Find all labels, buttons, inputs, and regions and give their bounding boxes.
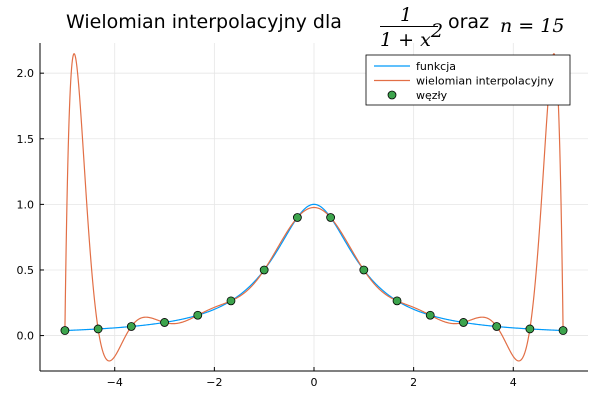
node-point [126,322,136,331]
node-point [492,322,502,331]
plot-series [60,52,568,362]
node-point [160,318,169,327]
title-n-expression: n = 15 [500,15,564,37]
title-fraction-numerator: 1 [400,4,412,26]
node-point [558,326,568,335]
x-tick-label: 4 [510,376,517,389]
node-point [392,296,402,306]
y-tick-label: 1.5 [17,133,35,146]
y-tick-label: 1.0 [17,198,35,211]
node-point [226,296,236,306]
x-tick-label: −4 [107,376,123,389]
legend-label: funkcja [416,60,456,73]
chart-title: Wielomian interpolacyjny dla 1 1 + x 2 o… [66,4,564,51]
x-tick-label: −2 [206,376,222,389]
y-tick-label: 0.5 [17,264,35,277]
y-tick-label: 0.0 [17,330,35,343]
node-point [525,324,535,334]
node-point [459,318,468,327]
y-tick-label: 2.0 [17,67,35,80]
x-tick-label: 0 [311,376,318,389]
x-tick-label: 2 [410,376,417,389]
node-point [326,213,336,222]
legend-swatch-marker [387,90,397,100]
legend-label: wielomian interpolacyjny [416,75,554,88]
node-point [60,326,70,335]
title-prefix: Wielomian interpolacyjny dla [66,11,342,33]
node-point [359,265,369,275]
title-fraction-denominator: 1 + x [380,29,431,51]
node-point [193,310,203,320]
node-point [425,310,435,320]
series-line-funkcja [64,203,564,332]
title-fraction-exponent: 2 [430,20,443,42]
axes: −4 −2 0 2 4 0.0 0.5 1.0 1.5 2.0 [17,43,588,389]
series-line-wielomian-interpolacyjny [64,52,564,362]
legend-label: węzły [416,89,448,102]
node-point [259,265,269,275]
title-middle: oraz [448,11,489,33]
node-point [292,213,302,222]
node-point [93,324,103,334]
